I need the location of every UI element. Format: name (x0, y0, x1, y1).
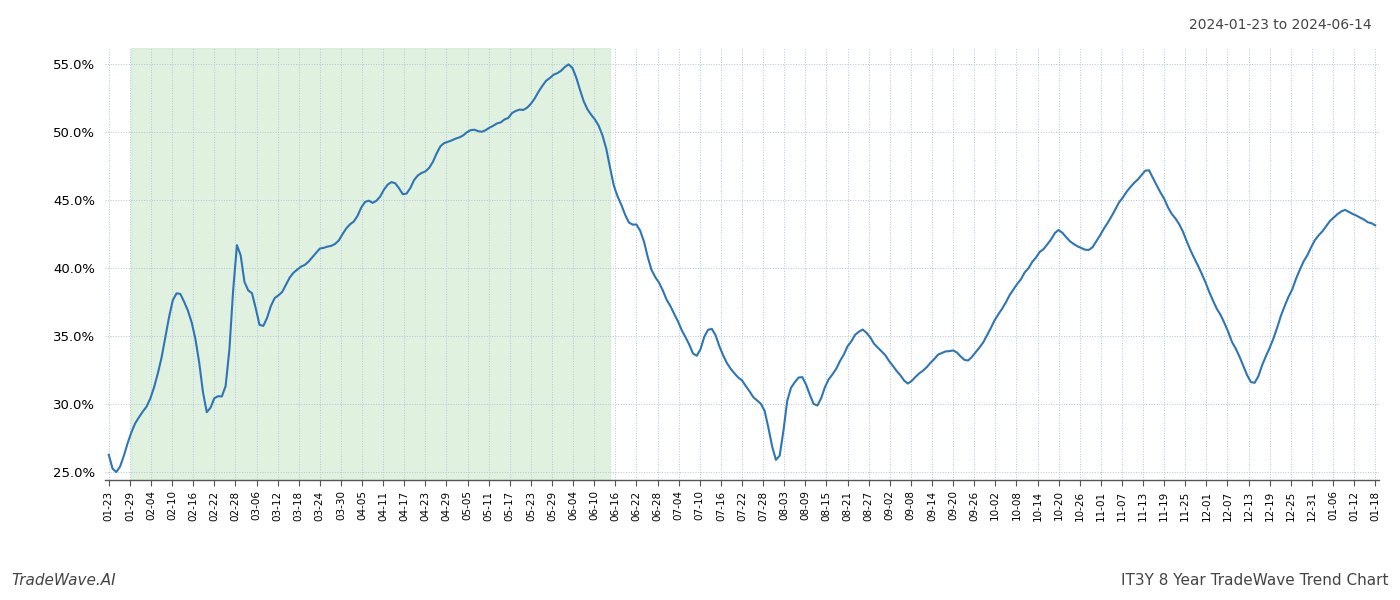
Text: 2024-01-23 to 2024-06-14: 2024-01-23 to 2024-06-14 (1190, 18, 1372, 32)
Text: TradeWave.AI: TradeWave.AI (11, 573, 116, 588)
Text: IT3Y 8 Year TradeWave Trend Chart: IT3Y 8 Year TradeWave Trend Chart (1121, 573, 1389, 588)
Bar (132, 48, 610, 480)
